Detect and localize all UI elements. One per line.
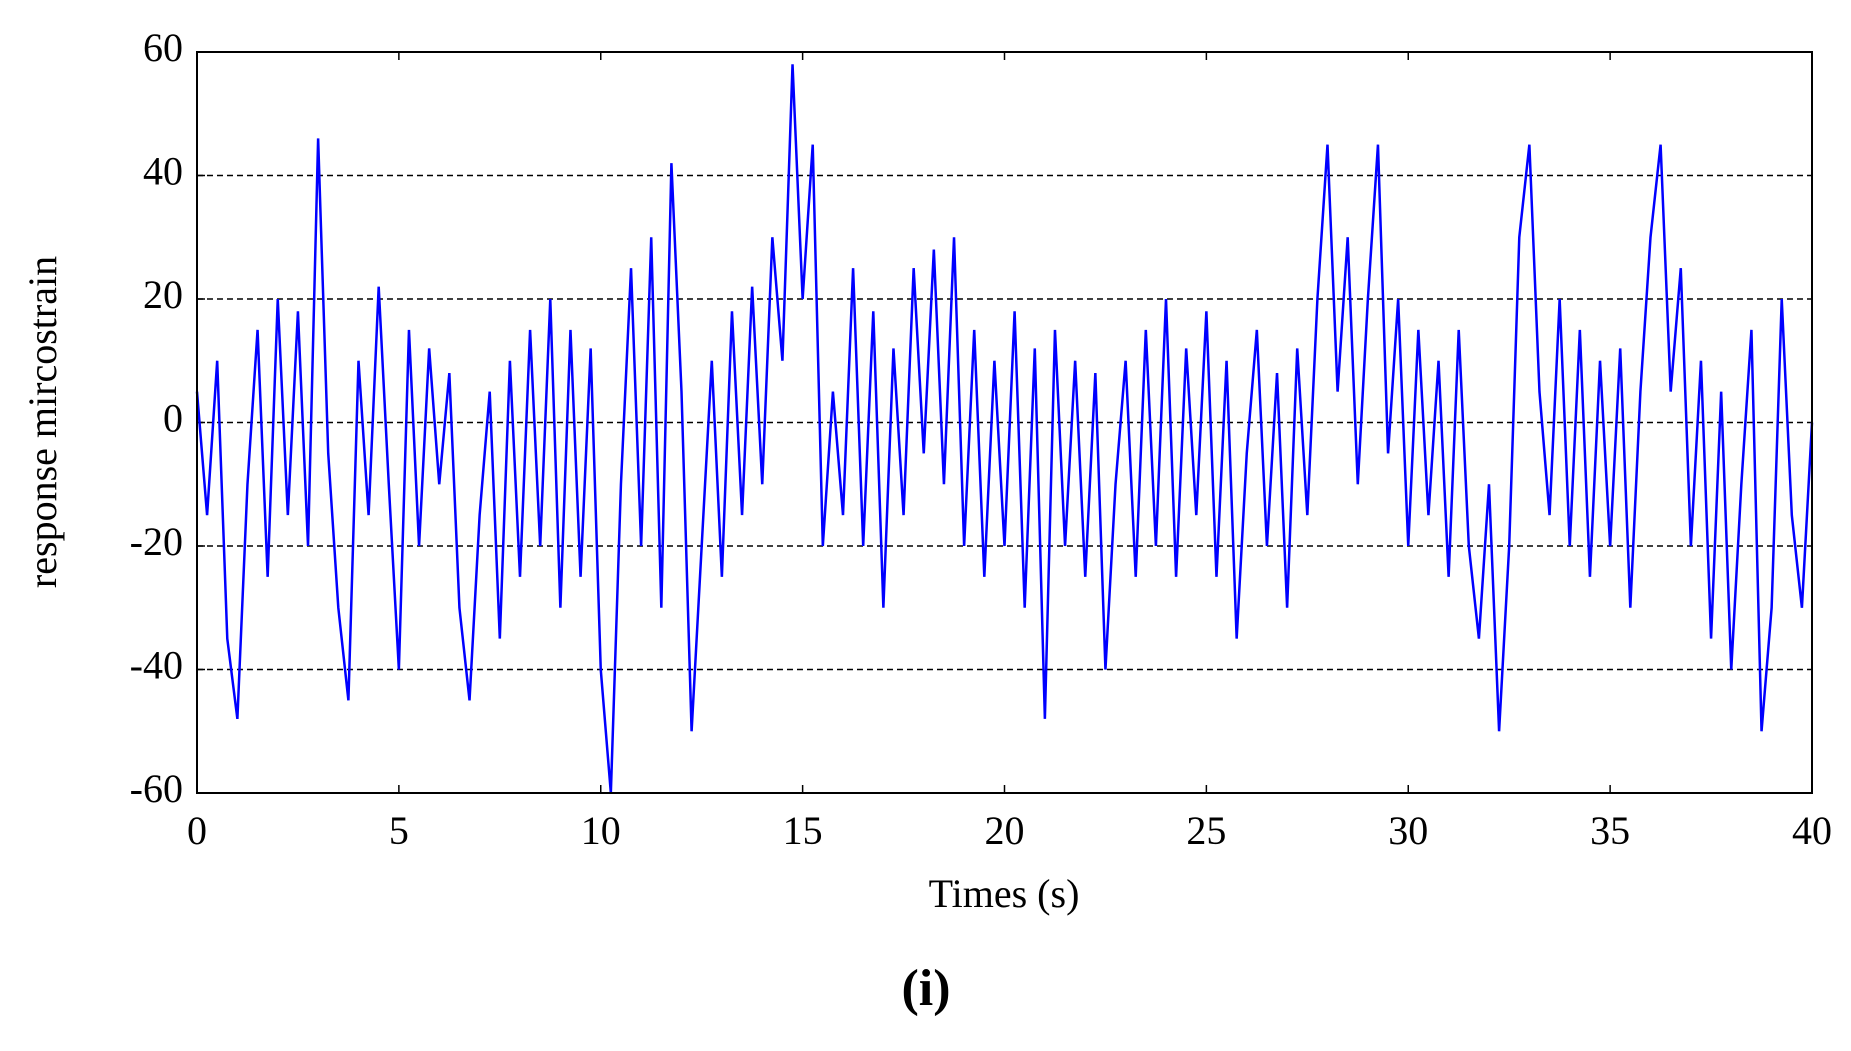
x-tick-label: 30 bbox=[1388, 808, 1428, 853]
plot-frame bbox=[196, 51, 1813, 794]
data-line bbox=[195, 64, 1814, 794]
y-tick-label: 20 bbox=[143, 272, 183, 317]
x-tick-label: 10 bbox=[581, 808, 621, 853]
panel-label: (i) bbox=[901, 960, 950, 1017]
y-axis-label: response mircostrain bbox=[20, 256, 65, 588]
x-axis-label: Times (s) bbox=[929, 871, 1080, 916]
x-tick-label: 40 bbox=[1792, 808, 1832, 853]
y-tick-label: 0 bbox=[163, 396, 183, 441]
y-tick-label: -40 bbox=[130, 643, 183, 688]
x-tick-label: 15 bbox=[783, 808, 823, 853]
x-tick-label: 0 bbox=[187, 808, 207, 853]
y-tick-label: 60 bbox=[143, 25, 183, 70]
x-tick-label: 5 bbox=[389, 808, 409, 853]
y-tick-label: -20 bbox=[130, 519, 183, 564]
y-tick-label: 40 bbox=[143, 149, 183, 194]
x-tick-label: 25 bbox=[1186, 808, 1226, 853]
y-tick-label: -60 bbox=[130, 766, 183, 811]
x-tick-label: 35 bbox=[1590, 808, 1630, 853]
x-tick-label: 20 bbox=[985, 808, 1025, 853]
